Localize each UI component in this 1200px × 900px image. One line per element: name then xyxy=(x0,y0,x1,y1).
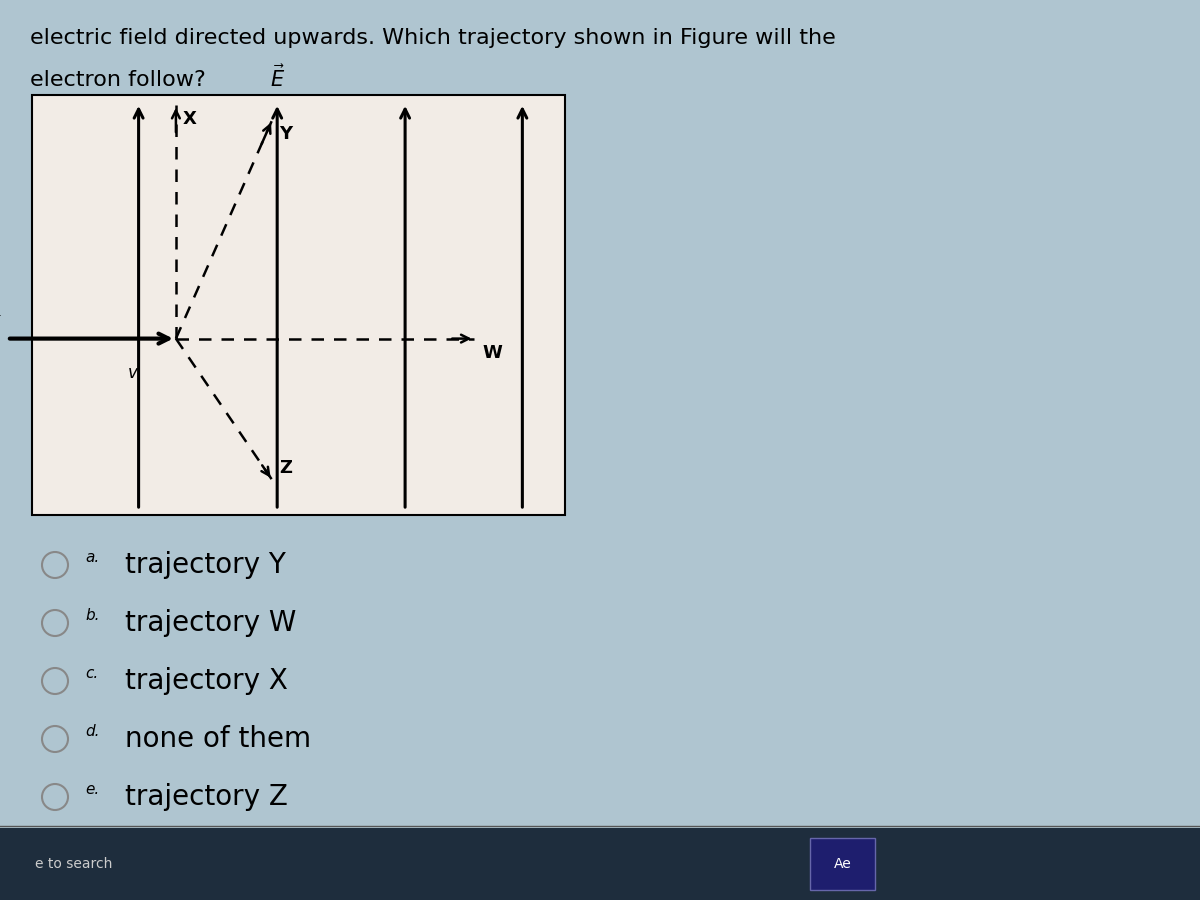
Text: Z: Z xyxy=(280,459,292,477)
Text: e.: e. xyxy=(85,781,100,797)
Text: trajectory Y: trajectory Y xyxy=(125,551,286,579)
Text: $e^-$: $e^-$ xyxy=(0,312,2,330)
Text: trajectory W: trajectory W xyxy=(125,609,296,637)
Text: d.: d. xyxy=(85,724,100,739)
Text: b.: b. xyxy=(85,608,100,623)
Text: $v$: $v$ xyxy=(127,364,139,382)
Text: Ae: Ae xyxy=(834,857,851,871)
Text: trajectory Z: trajectory Z xyxy=(125,783,288,811)
Bar xyxy=(32,95,565,515)
Text: $\vec{E}$: $\vec{E}$ xyxy=(270,64,284,91)
Text: W: W xyxy=(482,344,503,362)
Text: c.: c. xyxy=(85,665,98,680)
Bar xyxy=(0,828,1200,900)
Bar xyxy=(810,838,875,890)
Text: Y: Y xyxy=(280,125,293,143)
Text: a.: a. xyxy=(85,550,100,564)
Text: electric field directed upwards. Which trajectory shown in Figure will the: electric field directed upwards. Which t… xyxy=(30,28,835,48)
Text: none of them: none of them xyxy=(125,725,311,753)
Text: X: X xyxy=(182,110,197,128)
Text: electron follow?: electron follow? xyxy=(30,70,205,90)
Text: e to search: e to search xyxy=(35,857,113,871)
Text: trajectory X: trajectory X xyxy=(125,667,288,695)
